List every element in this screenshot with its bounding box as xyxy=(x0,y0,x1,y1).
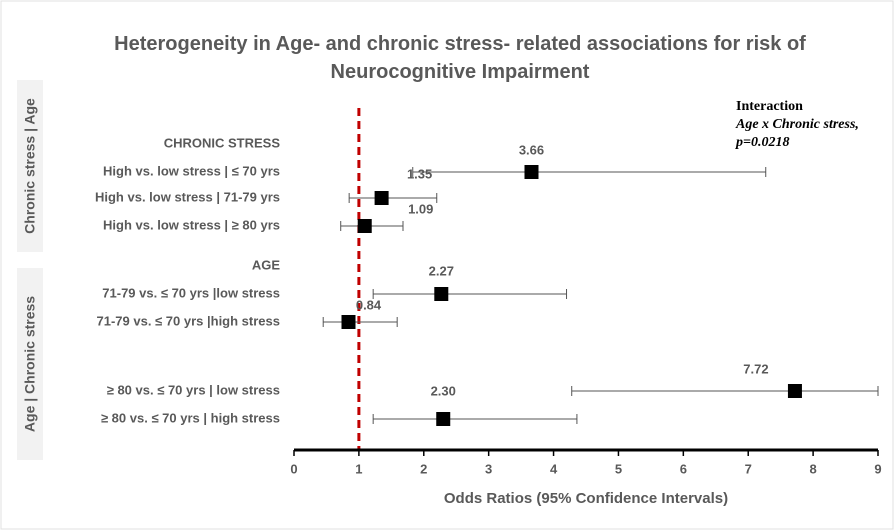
value-label: 7.72 xyxy=(743,361,768,376)
chart-title: Heterogeneity in Age- and chronic stress… xyxy=(114,33,806,83)
row-label: High vs. low stress | 71-79 yrs xyxy=(95,189,280,204)
value-label: 1.09 xyxy=(408,201,433,216)
marker xyxy=(434,287,449,301)
value-label: 3.66 xyxy=(519,142,544,157)
row-label: High vs. low stress | ≤ 70 yrs xyxy=(103,163,280,178)
x-axis-label: Odds Ratios (95% Confidence Intervals) xyxy=(444,490,728,507)
marker xyxy=(787,384,802,398)
x-tick-label: 6 xyxy=(680,461,687,476)
marker xyxy=(524,165,539,179)
x-tick-label: 8 xyxy=(809,461,816,476)
value-label: 0.84 xyxy=(356,297,382,312)
side-label: Chronic stress | Age xyxy=(22,98,38,234)
row-label: ≥ 80 vs. ≤ 70 yrs | high stress xyxy=(101,410,280,425)
row-label: High vs. low stress | ≥ 80 yrs xyxy=(103,217,280,232)
side-box xyxy=(17,268,43,460)
marker xyxy=(436,412,451,426)
side-label: Age | Chronic stress xyxy=(22,296,38,432)
annotation: Age x Chronic stress, xyxy=(735,117,859,132)
marker xyxy=(357,219,372,233)
x-tick-label: 5 xyxy=(615,461,622,476)
row-label: 71-79 vs. ≤ 70 yrs |high stress xyxy=(97,313,281,328)
x-tick-label: 0 xyxy=(290,461,297,476)
section-header: CHRONIC STRESS xyxy=(164,135,281,150)
section-header: AGE xyxy=(252,257,281,272)
annotation: p=0.0218 xyxy=(735,135,789,150)
value-label: 2.27 xyxy=(429,263,454,278)
annotation: Interaction xyxy=(736,99,803,114)
row-label: 71-79 vs. ≤ 70 yrs |low stress xyxy=(102,285,280,300)
x-tick-label: 2 xyxy=(420,461,427,476)
x-tick-label: 4 xyxy=(550,461,558,476)
marker xyxy=(374,191,389,205)
side-box xyxy=(17,80,43,252)
row-label: ≥ 80 vs. ≤ 70 yrs | low stress xyxy=(107,382,280,397)
x-tick-label: 3 xyxy=(485,461,492,476)
value-label: 1.35 xyxy=(407,166,432,181)
x-tick-label: 1 xyxy=(355,461,362,476)
value-label: 2.30 xyxy=(431,383,456,398)
x-tick-label: 9 xyxy=(874,461,881,476)
x-tick-label: 7 xyxy=(745,461,752,476)
marker xyxy=(341,315,356,329)
